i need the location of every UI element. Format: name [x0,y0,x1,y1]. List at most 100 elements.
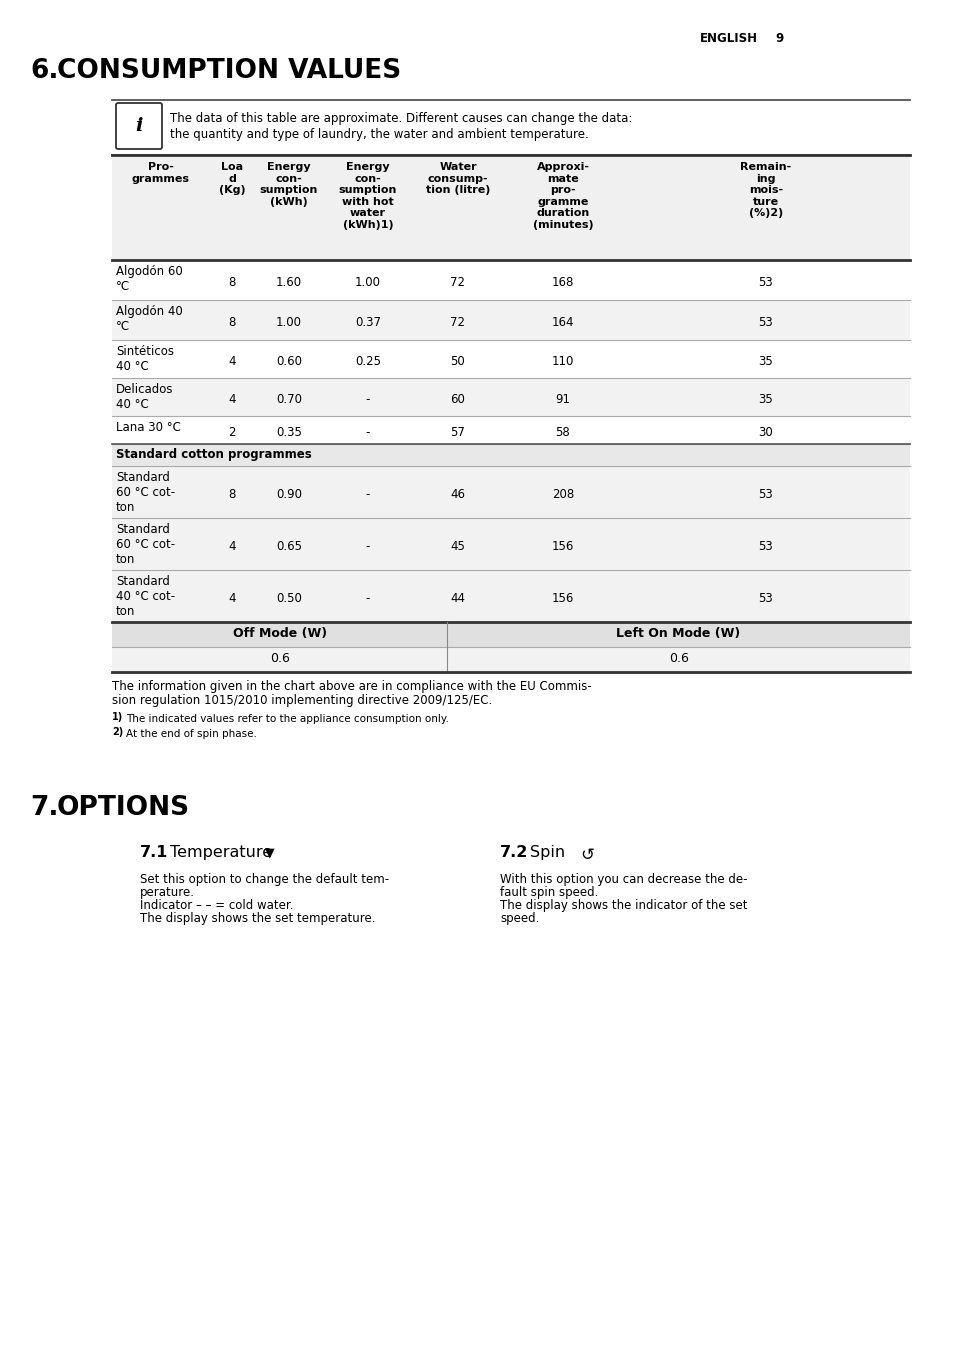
Text: 44: 44 [450,592,465,604]
Text: 8: 8 [228,316,235,329]
Text: 57: 57 [450,426,465,439]
Bar [112,443,909,466]
Text: 0.25: 0.25 [355,356,380,368]
Text: Approxi-
mate
pro-
gramme
duration
(minutes): Approxi- mate pro- gramme duration (minu… [532,162,593,230]
Text: 9: 9 [774,32,782,45]
Text: 35: 35 [758,356,773,368]
Text: Indicator – – = cold water.: Indicator – – = cold water. [140,899,294,913]
Bar [112,571,909,622]
Text: -: - [365,592,370,604]
Bar [112,518,909,571]
Text: 0.37: 0.37 [355,316,380,329]
Text: -: - [365,426,370,439]
Text: 50: 50 [450,356,465,368]
Text: Temperature: Temperature [170,845,272,860]
Text: 4: 4 [228,539,235,553]
Text: 1.60: 1.60 [275,276,302,289]
Text: 4: 4 [228,356,235,368]
Bar [112,155,909,260]
Text: 46: 46 [450,488,465,502]
Text: 91: 91 [555,393,570,406]
Text: 1.00: 1.00 [355,276,380,289]
Text: -: - [365,393,370,406]
Bar [112,648,909,672]
Text: 53: 53 [758,316,773,329]
Text: 30: 30 [758,426,773,439]
Text: fault spin speed.: fault spin speed. [499,886,598,899]
Text: Loa
d
(Kg): Loa d (Kg) [218,162,245,195]
Bar [112,416,909,443]
Text: Lana 30 °C: Lana 30 °C [116,420,181,434]
Text: 8: 8 [228,276,235,289]
Text: The information given in the chart above are in compliance with the EU Commis-: The information given in the chart above… [112,680,591,694]
Text: Water
consump-
tion (litre): Water consump- tion (litre) [425,162,490,195]
Text: ENGLISH: ENGLISH [700,32,758,45]
Text: 53: 53 [758,488,773,502]
Text: 7.1: 7.1 [140,845,168,860]
Bar [112,466,909,518]
Text: 2: 2 [228,426,235,439]
Text: 4: 4 [228,393,235,406]
Text: 53: 53 [758,539,773,553]
Text: 72: 72 [450,316,465,329]
Text: Set this option to change the default tem-: Set this option to change the default te… [140,873,389,886]
Text: perature.: perature. [140,886,194,899]
Text: Energy
con-
sumption
with hot
water
(kWh)1): Energy con- sumption with hot water (kWh… [338,162,396,230]
Text: At the end of spin phase.: At the end of spin phase. [126,729,256,740]
Text: Pro-
grammes: Pro- grammes [132,162,190,184]
Text: Standard cotton programmes: Standard cotton programmes [116,448,312,461]
Text: Algodón 40
°C: Algodón 40 °C [116,306,183,333]
Text: Delicados
40 °C: Delicados 40 °C [116,383,173,411]
Text: -: - [365,539,370,553]
Text: 0.70: 0.70 [275,393,302,406]
Text: i: i [135,118,143,135]
Bar [112,622,909,648]
Text: The indicated values refer to the appliance consumption only.: The indicated values refer to the applia… [126,714,449,725]
Text: 4: 4 [228,592,235,604]
Text: Algodón 60
°C: Algodón 60 °C [116,265,183,293]
Text: 7.: 7. [30,795,58,821]
Text: -: - [365,488,370,502]
Text: speed.: speed. [499,913,538,925]
Text: Standard
60 °C cot-
ton: Standard 60 °C cot- ton [116,470,175,514]
Text: ↺: ↺ [579,846,594,864]
Text: 156: 156 [551,539,574,553]
Text: 0.50: 0.50 [275,592,301,604]
FancyBboxPatch shape [116,103,162,149]
Text: 1.00: 1.00 [275,316,302,329]
Text: 1): 1) [112,713,123,722]
Text: 2): 2) [112,727,123,737]
Text: 45: 45 [450,539,465,553]
Text: 35: 35 [758,393,773,406]
Text: 53: 53 [758,592,773,604]
Text: 208: 208 [551,488,574,502]
Text: Off Mode (W): Off Mode (W) [233,627,326,639]
Text: Remain-
ing
mois-
ture
(%)2): Remain- ing mois- ture (%)2) [740,162,791,219]
Text: 0.65: 0.65 [275,539,302,553]
Bar [112,300,909,339]
Text: 8: 8 [228,488,235,502]
Text: 0.35: 0.35 [275,426,301,439]
Text: 6.: 6. [30,58,58,84]
Bar [112,339,909,379]
Text: 0.6: 0.6 [668,652,688,665]
Text: 58: 58 [555,426,570,439]
Text: The display shows the indicator of the set: The display shows the indicator of the s… [499,899,747,913]
Text: 156: 156 [551,592,574,604]
Text: CONSUMPTION VALUES: CONSUMPTION VALUES [57,58,401,84]
Text: Sintéticos
40 °C: Sintéticos 40 °C [116,345,173,373]
Text: Left On Mode (W): Left On Mode (W) [616,627,740,639]
Text: Energy
con-
sumption
(kWh): Energy con- sumption (kWh) [259,162,318,207]
Text: sion regulation 1015/2010 implementing directive 2009/125/EC.: sion regulation 1015/2010 implementing d… [112,694,492,707]
Text: 0.60: 0.60 [275,356,302,368]
Text: the quantity and type of laundry, the water and ambient temperature.: the quantity and type of laundry, the wa… [170,128,588,141]
Text: 7.2: 7.2 [499,845,528,860]
Text: 164: 164 [551,316,574,329]
Text: 60: 60 [450,393,465,406]
Text: Standard
60 °C cot-
ton: Standard 60 °C cot- ton [116,523,175,566]
Text: Standard
40 °C cot-
ton: Standard 40 °C cot- ton [116,575,175,618]
Text: The data of this table are approximate. Different causes can change the data:: The data of this table are approximate. … [170,112,632,124]
Text: ▼: ▼ [265,846,274,859]
Text: The display shows the set temperature.: The display shows the set temperature. [140,913,375,925]
Text: 0.6: 0.6 [270,652,289,665]
